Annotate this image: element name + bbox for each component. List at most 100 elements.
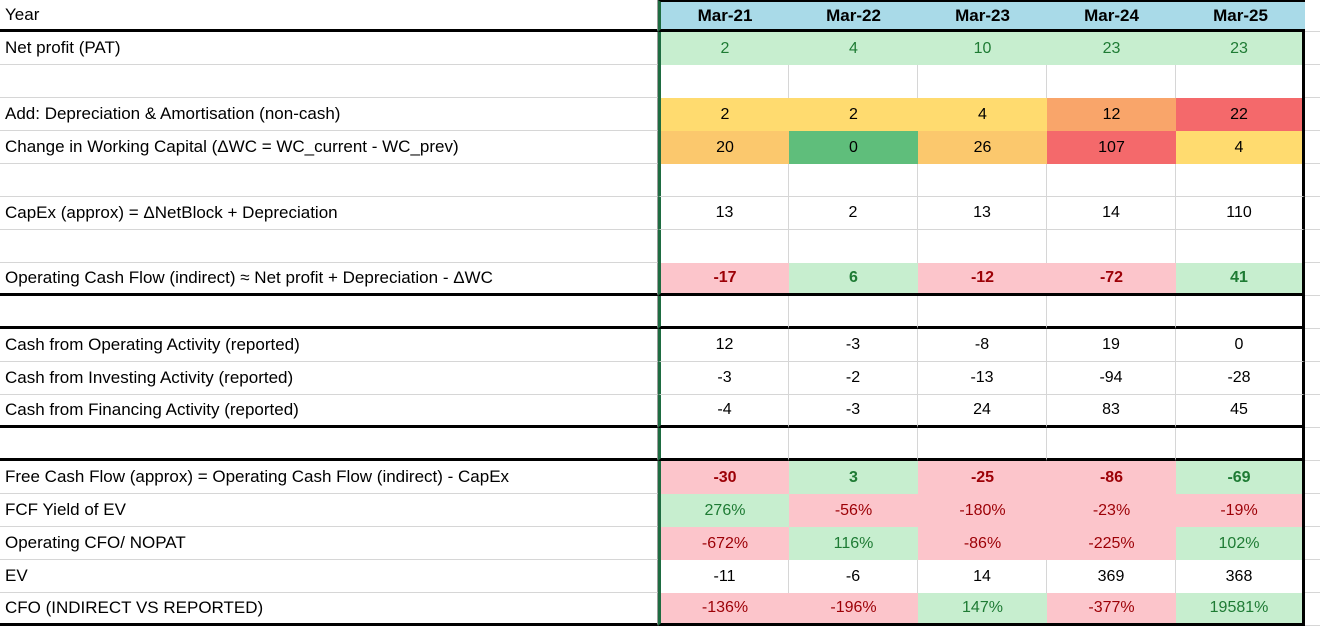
data-cell[interactable]: 276% xyxy=(658,494,789,527)
row-label-cell[interactable]: EV xyxy=(0,560,658,593)
data-cell[interactable]: 4 xyxy=(789,32,918,65)
column-header-cell[interactable]: Mar-21 xyxy=(658,0,789,32)
data-cell[interactable] xyxy=(658,230,789,263)
row-label-cell[interactable]: CFO (INDIRECT VS REPORTED) xyxy=(0,593,658,626)
data-cell[interactable]: -12 xyxy=(918,263,1047,296)
data-cell[interactable]: -2 xyxy=(789,362,918,395)
data-cell[interactable] xyxy=(1176,296,1305,329)
data-cell[interactable]: -3 xyxy=(789,329,918,362)
data-cell[interactable]: 14 xyxy=(1047,197,1176,230)
data-cell[interactable] xyxy=(1047,230,1176,263)
row-label-cell[interactable]: Cash from Financing Activity (reported) xyxy=(0,395,658,428)
data-cell[interactable]: 2 xyxy=(658,32,789,65)
data-cell[interactable] xyxy=(918,65,1047,98)
data-cell[interactable]: 13 xyxy=(658,197,789,230)
data-cell[interactable]: -86 xyxy=(1047,461,1176,494)
data-cell[interactable] xyxy=(789,164,918,197)
data-cell[interactable]: 14 xyxy=(918,560,1047,593)
row-label-cell[interactable]: Operating Cash Flow (indirect) ≈ Net pro… xyxy=(0,263,658,296)
data-cell[interactable]: 12 xyxy=(658,329,789,362)
data-cell[interactable]: -6 xyxy=(789,560,918,593)
row-label-cell[interactable] xyxy=(0,296,658,329)
data-cell[interactable]: 26 xyxy=(918,131,1047,164)
data-cell[interactable]: 2 xyxy=(789,197,918,230)
data-cell[interactable] xyxy=(1176,230,1305,263)
data-cell[interactable]: 19 xyxy=(1047,329,1176,362)
data-cell[interactable] xyxy=(1176,65,1305,98)
data-cell[interactable] xyxy=(1047,164,1176,197)
data-cell[interactable]: 147% xyxy=(918,593,1047,626)
data-cell[interactable]: 4 xyxy=(918,98,1047,131)
data-cell[interactable]: -180% xyxy=(918,494,1047,527)
data-cell[interactable] xyxy=(1047,428,1176,461)
data-cell[interactable] xyxy=(658,428,789,461)
data-cell[interactable]: -225% xyxy=(1047,527,1176,560)
data-cell[interactable]: 4 xyxy=(1176,131,1305,164)
data-cell[interactable] xyxy=(789,230,918,263)
data-cell[interactable]: 41 xyxy=(1176,263,1305,296)
data-cell[interactable]: 83 xyxy=(1047,395,1176,428)
data-cell[interactable] xyxy=(918,428,1047,461)
data-cell[interactable]: -196% xyxy=(789,593,918,626)
data-cell[interactable]: 2 xyxy=(658,98,789,131)
row-label-cell[interactable]: FCF Yield of EV xyxy=(0,494,658,527)
data-cell[interactable]: 116% xyxy=(789,527,918,560)
data-cell[interactable]: 6 xyxy=(789,263,918,296)
data-cell[interactable]: 110 xyxy=(1176,197,1305,230)
data-cell[interactable] xyxy=(658,65,789,98)
data-cell[interactable]: -56% xyxy=(789,494,918,527)
row-label-cell[interactable] xyxy=(0,164,658,197)
row-label-cell[interactable]: Operating CFO/ NOPAT xyxy=(0,527,658,560)
data-cell[interactable]: -136% xyxy=(658,593,789,626)
row-label-cell[interactable]: Add: Depreciation & Amortisation (non-ca… xyxy=(0,98,658,131)
data-cell[interactable] xyxy=(918,164,1047,197)
data-cell[interactable]: 12 xyxy=(1047,98,1176,131)
data-cell[interactable]: -69 xyxy=(1176,461,1305,494)
data-cell[interactable]: -19% xyxy=(1176,494,1305,527)
corner-year-label-cell[interactable]: Year xyxy=(0,0,658,32)
data-cell[interactable] xyxy=(658,296,789,329)
data-cell[interactable]: 107 xyxy=(1047,131,1176,164)
data-cell[interactable]: 24 xyxy=(918,395,1047,428)
data-cell[interactable]: 23 xyxy=(1176,32,1305,65)
data-cell[interactable]: -28 xyxy=(1176,362,1305,395)
column-header-cell[interactable]: Mar-24 xyxy=(1047,0,1176,32)
data-cell[interactable] xyxy=(658,164,789,197)
row-label-cell[interactable] xyxy=(0,65,658,98)
row-label-cell[interactable] xyxy=(0,230,658,263)
data-cell[interactable]: -3 xyxy=(789,395,918,428)
data-cell[interactable]: -11 xyxy=(658,560,789,593)
data-cell[interactable]: -86% xyxy=(918,527,1047,560)
data-cell[interactable]: 23 xyxy=(1047,32,1176,65)
data-cell[interactable]: 45 xyxy=(1176,395,1305,428)
data-cell[interactable]: -8 xyxy=(918,329,1047,362)
data-cell[interactable] xyxy=(1047,296,1176,329)
data-cell[interactable]: -377% xyxy=(1047,593,1176,626)
data-cell[interactable]: 369 xyxy=(1047,560,1176,593)
data-cell[interactable]: 19581% xyxy=(1176,593,1305,626)
row-label-cell[interactable]: CapEx (approx) = ΔNetBlock + Depreciatio… xyxy=(0,197,658,230)
data-cell[interactable]: -13 xyxy=(918,362,1047,395)
data-cell[interactable]: 2 xyxy=(789,98,918,131)
column-header-cell[interactable]: Mar-23 xyxy=(918,0,1047,32)
data-cell[interactable]: 20 xyxy=(658,131,789,164)
data-cell[interactable] xyxy=(1047,65,1176,98)
row-label-cell[interactable]: Change in Working Capital (ΔWC = WC_curr… xyxy=(0,131,658,164)
data-cell[interactable] xyxy=(789,65,918,98)
data-cell[interactable] xyxy=(789,296,918,329)
data-cell[interactable]: 368 xyxy=(1176,560,1305,593)
data-cell[interactable]: -30 xyxy=(658,461,789,494)
data-cell[interactable] xyxy=(918,230,1047,263)
data-cell[interactable]: 0 xyxy=(789,131,918,164)
column-header-cell[interactable]: Mar-22 xyxy=(789,0,918,32)
data-cell[interactable] xyxy=(918,296,1047,329)
data-cell[interactable]: 0 xyxy=(1176,329,1305,362)
row-label-cell[interactable] xyxy=(0,428,658,461)
row-label-cell[interactable]: Cash from Investing Activity (reported) xyxy=(0,362,658,395)
data-cell[interactable]: -94 xyxy=(1047,362,1176,395)
column-header-cell[interactable]: Mar-25 xyxy=(1176,0,1305,32)
data-cell[interactable]: -4 xyxy=(658,395,789,428)
data-cell[interactable]: -3 xyxy=(658,362,789,395)
data-cell[interactable]: -72 xyxy=(1047,263,1176,296)
data-cell[interactable]: 22 xyxy=(1176,98,1305,131)
